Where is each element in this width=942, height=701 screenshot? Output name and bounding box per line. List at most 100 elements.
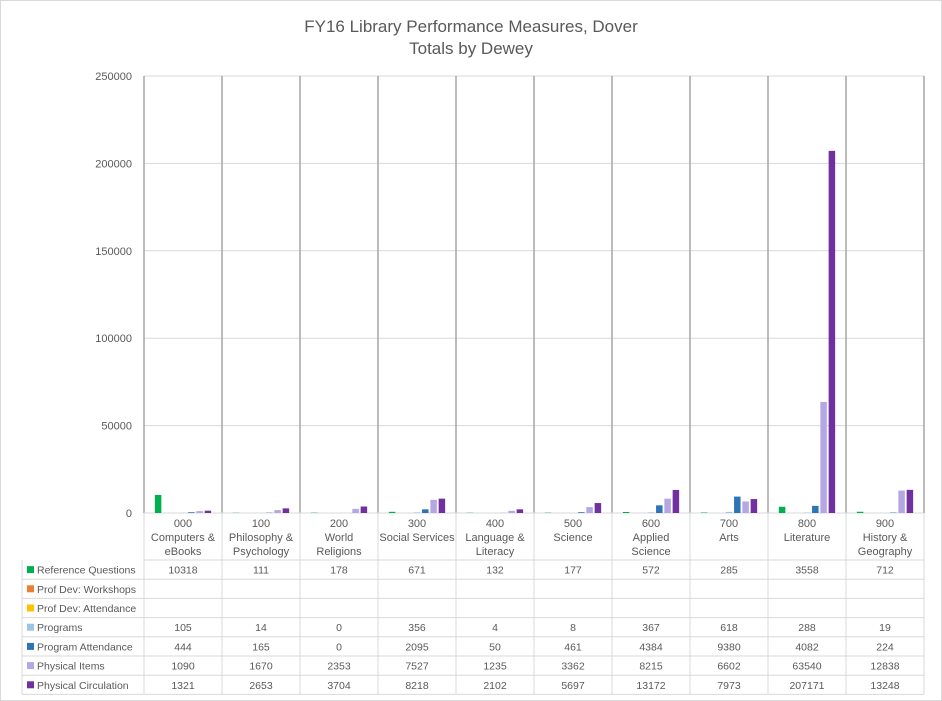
bar: [154, 494, 162, 513]
data-value-label: 4: [492, 622, 498, 634]
bar: [586, 507, 593, 513]
category-label: 300: [408, 518, 426, 530]
data-value-label: 50: [489, 641, 501, 653]
category-label: 600: [642, 518, 660, 530]
bar: [438, 498, 446, 513]
category-label: 200: [330, 518, 348, 530]
category-label: 000: [174, 518, 192, 530]
legend-label: Physical Items: [37, 661, 105, 673]
y-tick-label: 200000: [95, 158, 132, 170]
legend-swatch: [27, 681, 34, 689]
category-label: Science: [631, 546, 670, 558]
bar: [388, 511, 396, 513]
y-tick-label: 50000: [101, 421, 132, 433]
data-value-label: 10318: [168, 565, 197, 577]
data-value-label: 9380: [717, 641, 741, 653]
data-value-label: 2653: [249, 680, 273, 692]
bar: [742, 501, 749, 513]
bar: [778, 506, 786, 513]
data-value-label: 444: [174, 641, 192, 653]
bar: [622, 512, 630, 513]
legend-swatch: [27, 662, 34, 670]
bar: [803, 512, 811, 513]
bar: [594, 503, 602, 513]
category-label: 500: [564, 518, 582, 530]
bar: [516, 509, 524, 513]
data-value-label: 8215: [639, 661, 663, 673]
y-tick-label: 250000: [95, 71, 132, 83]
legend-label: Programs: [37, 622, 83, 634]
bar: [672, 489, 680, 513]
category-label: Language &: [465, 532, 525, 544]
data-value-label: 4082: [795, 641, 819, 653]
data-value-label: 618: [720, 622, 738, 634]
data-value-label: 165: [252, 641, 270, 653]
category-label: Psychology: [233, 546, 290, 558]
bar: [274, 510, 281, 513]
chart-title: FY16 Library Performance Measures, Dover: [304, 17, 638, 36]
data-value-label: 7973: [717, 680, 741, 692]
category-label: 900: [876, 518, 894, 530]
bar: [750, 499, 758, 513]
data-value-label: 177: [564, 565, 582, 577]
legend-label: Physical Circulation: [37, 680, 129, 692]
data-value-label: 12838: [870, 661, 899, 673]
bar: [725, 511, 733, 513]
bar: [664, 498, 671, 513]
data-value-label: 288: [798, 622, 816, 634]
bar: [656, 505, 663, 513]
bar: [647, 512, 655, 513]
bar: [188, 512, 195, 513]
data-value-label: 2095: [405, 641, 429, 653]
bar: [578, 512, 585, 513]
data-value-label: 14: [255, 622, 267, 634]
bar: [898, 490, 905, 513]
category-label: Geography: [858, 546, 913, 558]
bar: [352, 508, 359, 513]
data-value-label: 132: [486, 565, 504, 577]
data-value-label: 5697: [561, 680, 585, 692]
legend-swatch: [27, 642, 34, 650]
data-value-label: 0: [336, 622, 342, 634]
data-value-label: 224: [876, 641, 894, 653]
data-value-label: 8218: [405, 680, 429, 692]
data-value-label: 3558: [795, 565, 819, 577]
bar: [282, 508, 290, 513]
data-value-label: 8: [570, 622, 576, 634]
data-value-label: 178: [330, 565, 348, 577]
category-label: History &: [863, 532, 908, 544]
data-value-label: 0: [336, 641, 342, 653]
data-value-label: 105: [174, 622, 192, 634]
chart-subtitle: Totals by Dewey: [409, 39, 533, 58]
category-label: Philosophy &: [229, 532, 294, 544]
bar: [204, 510, 212, 513]
category-label: Literature: [784, 532, 830, 544]
data-value-label: 1670: [249, 661, 273, 673]
legend-label: Program Attendance: [37, 641, 133, 653]
category-label: Literacy: [476, 546, 515, 558]
data-value-label: 111: [253, 565, 269, 577]
category-label: Social Services: [379, 532, 455, 544]
bar: [820, 401, 827, 513]
data-value-label: 2102: [483, 680, 507, 692]
data-value-label: 1090: [171, 661, 195, 673]
bar: [856, 511, 864, 513]
legend-label: Prof Dev: Workshops: [37, 584, 136, 596]
legend-swatch: [27, 585, 34, 593]
data-value-label: 461: [564, 641, 582, 653]
data-value-label: 356: [408, 622, 426, 634]
data-value-label: 285: [720, 565, 738, 577]
data-value-label: 671: [408, 565, 426, 577]
bar: [413, 512, 421, 513]
data-value-label: 712: [876, 565, 894, 577]
legend-swatch: [27, 623, 34, 631]
y-tick-label: 0: [126, 508, 132, 520]
bar: [906, 489, 914, 513]
category-label: World: [325, 532, 354, 544]
bar: [360, 506, 368, 513]
category-label: 700: [720, 518, 738, 530]
data-value-label: 3362: [561, 661, 585, 673]
y-tick-label: 100000: [95, 333, 132, 345]
data-value-label: 7527: [405, 661, 429, 673]
